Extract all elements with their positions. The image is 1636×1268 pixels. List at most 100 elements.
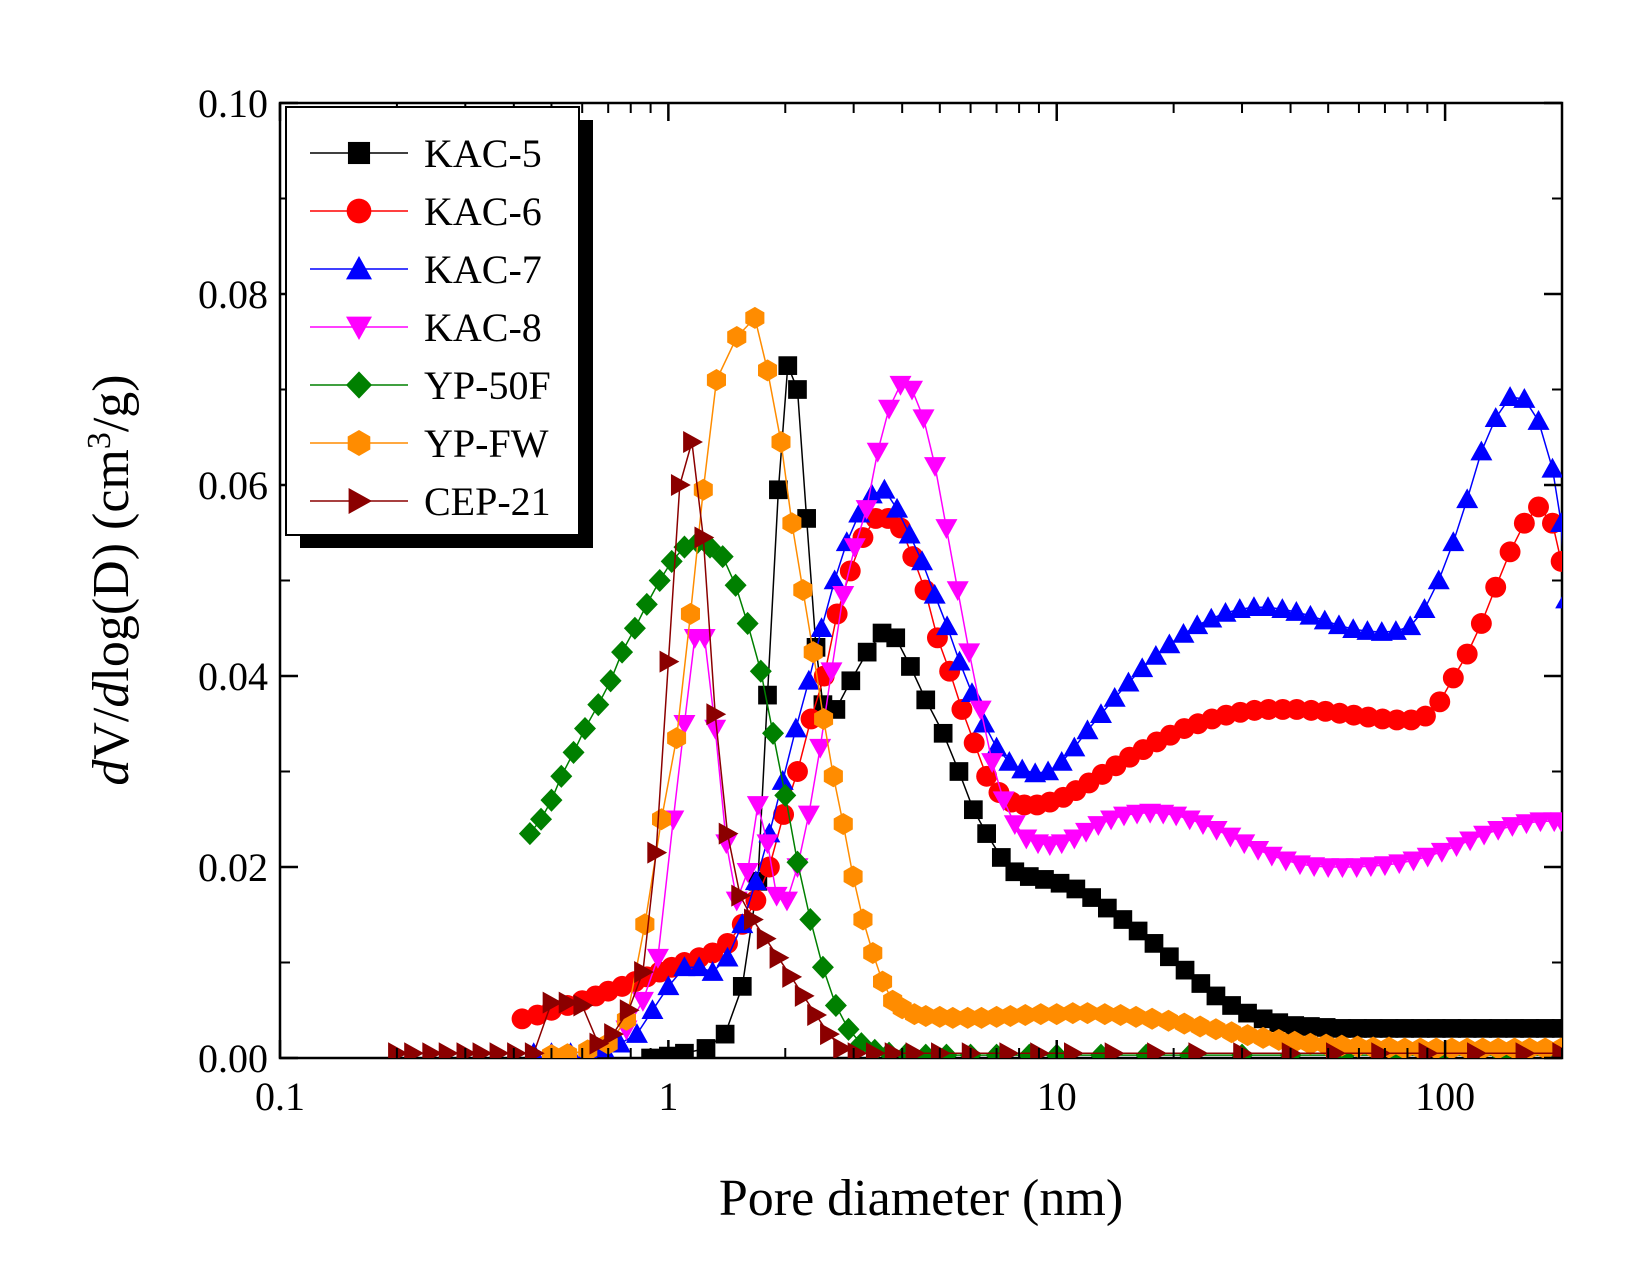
data-point	[1285, 1016, 1305, 1035]
data-point	[810, 617, 833, 638]
data-point	[667, 727, 687, 750]
data-point	[803, 641, 823, 664]
data-point	[824, 993, 847, 1018]
data-point	[573, 716, 596, 741]
data-point	[814, 708, 834, 730]
data-point	[943, 1006, 963, 1029]
data-point	[1144, 934, 1164, 953]
data-point	[694, 526, 715, 549]
data-point	[1555, 596, 1562, 609]
data-point	[1191, 815, 1214, 836]
data-point	[769, 480, 788, 500]
data-point	[1413, 598, 1436, 618]
data-point	[787, 761, 808, 782]
data-point	[745, 306, 765, 329]
data-point	[1200, 607, 1223, 628]
data-point	[1035, 870, 1054, 889]
legend-label: YP-FW	[424, 421, 549, 466]
data-point	[1104, 1042, 1125, 1058]
data-point	[839, 560, 861, 582]
data-point	[1019, 867, 1039, 886]
axes: 0.00 0.02 0.04 0.06 0.08 0.10 0.1 1 10 100	[198, 81, 1563, 1119]
data-point	[631, 991, 654, 1012]
data-point	[820, 1023, 840, 1046]
legend-marker	[346, 316, 372, 340]
data-point	[1206, 1018, 1226, 1041]
data-point	[784, 717, 807, 738]
data-point	[702, 942, 724, 964]
data-point	[1395, 1019, 1415, 1038]
data-point	[762, 721, 785, 745]
data-point	[961, 1042, 982, 1058]
data-point	[857, 642, 877, 662]
data-point	[985, 736, 1008, 757]
data-point	[793, 579, 813, 601]
data-point	[820, 662, 843, 683]
data-point	[1095, 1003, 1115, 1026]
data-point	[1000, 1005, 1020, 1027]
data-point	[1097, 898, 1117, 918]
data-point	[659, 650, 680, 673]
data-point	[558, 1043, 578, 1058]
data-point	[1484, 407, 1507, 427]
data-point	[635, 913, 655, 936]
data-point	[746, 796, 769, 816]
data-point	[623, 616, 646, 640]
data-point	[524, 1042, 545, 1058]
y-tick-label: 0.04	[198, 654, 268, 699]
data-point	[688, 956, 711, 977]
data-point	[736, 611, 759, 636]
data-point	[1456, 488, 1479, 509]
data-point	[1064, 1042, 1084, 1058]
data-point	[1356, 620, 1379, 640]
data-point	[1089, 703, 1112, 723]
data-point	[1520, 1019, 1539, 1038]
x-axis-title: Pore diameter (nm)	[719, 1170, 1123, 1227]
data-point	[878, 399, 901, 420]
data-point	[1529, 812, 1552, 833]
data-point	[841, 671, 861, 691]
data-point	[1113, 910, 1133, 929]
data-point	[518, 822, 541, 846]
data-point	[901, 657, 920, 676]
legend-label: CEP-21	[424, 479, 551, 524]
data-point	[1078, 1002, 1097, 1025]
data-point	[774, 783, 797, 807]
data-point	[964, 800, 983, 820]
data-point	[1414, 705, 1436, 727]
data-point	[786, 850, 809, 874]
data-point	[1550, 812, 1562, 833]
data-point	[1313, 609, 1336, 630]
data-point	[1222, 996, 1241, 1015]
data-point	[853, 908, 873, 931]
data-point	[696, 1039, 716, 1058]
data-point	[530, 807, 553, 831]
data-point	[736, 862, 759, 883]
data-point	[1317, 858, 1340, 878]
legend-marker	[346, 371, 372, 399]
data-point	[604, 1023, 624, 1046]
data-point	[969, 700, 992, 721]
data-point	[837, 1017, 860, 1041]
data-point	[1426, 1019, 1446, 1038]
data-point	[683, 431, 703, 454]
data-point	[1186, 614, 1209, 635]
data-point	[1188, 1042, 1209, 1058]
data-point	[866, 442, 889, 463]
data-point	[809, 738, 832, 759]
data-point	[1459, 831, 1482, 852]
data-point	[1047, 1003, 1067, 1026]
data-point	[558, 991, 579, 1014]
data-point	[1487, 820, 1510, 841]
series-kac-8	[615, 375, 1562, 1041]
data-point	[1499, 541, 1521, 563]
x-tick-label: 0.1	[255, 1074, 305, 1119]
data-point	[1117, 671, 1140, 692]
legend-marker	[348, 488, 372, 514]
data-point	[1301, 1017, 1320, 1036]
data-point	[1363, 1019, 1383, 1038]
legend-marker	[346, 198, 372, 224]
series-yp-50f	[518, 530, 1562, 1058]
data-point	[611, 640, 634, 664]
data-point	[811, 955, 834, 979]
